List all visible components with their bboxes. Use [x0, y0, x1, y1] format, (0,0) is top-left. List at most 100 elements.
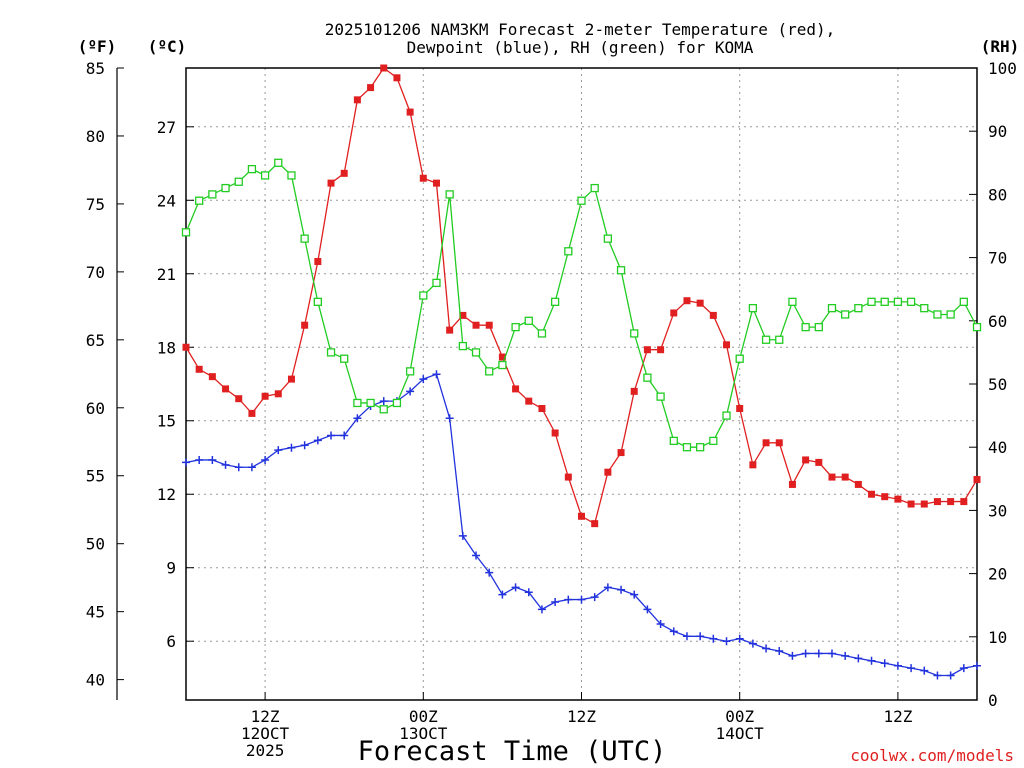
- dewpoint-point: [814, 649, 823, 658]
- dewpoint-point: [485, 568, 494, 577]
- 2-meter-temperature-point: [195, 365, 203, 373]
- rh-point: [867, 297, 876, 306]
- dewpoint-point: [551, 598, 560, 607]
- dewpoint-point: [946, 671, 955, 680]
- rh-point: [893, 297, 903, 306]
- celsius-tick-label: 21: [157, 265, 176, 284]
- rh-point: [748, 304, 758, 313]
- celsius-tick-label: 12: [157, 485, 176, 504]
- rh-point: [247, 164, 257, 174]
- unit-rh-label: (RH): [981, 37, 1020, 56]
- 2-meter-temperature-point: [591, 520, 599, 528]
- x-axis-label: Forecast Time (UTC): [358, 736, 667, 767]
- 2-meter-temperature-point: [854, 480, 862, 488]
- 2-meter-temperature-point: [551, 429, 559, 437]
- dewpoint-point: [287, 443, 296, 452]
- x-tick-label: 14OCT: [716, 724, 765, 743]
- fahrenheit-tick-label: 55: [86, 467, 105, 486]
- fahrenheit-tick-label: 45: [86, 603, 105, 622]
- 2-meter-temperature-point: [670, 309, 678, 317]
- dewpoint-point: [247, 463, 256, 472]
- 2-meter-temperature-point: [314, 258, 322, 266]
- series-2-meter-temperature: [182, 64, 981, 528]
- celsius-tick-label: 24: [157, 191, 176, 210]
- dewpoint-point: [893, 661, 902, 670]
- x-tick-label: 12Z: [883, 707, 912, 726]
- 2-meter-temperature-point: [657, 346, 665, 354]
- rh-tick-label: 20: [988, 565, 1007, 584]
- 2-meter-temperature-point: [525, 397, 533, 405]
- rh-point: [221, 183, 230, 193]
- 2-meter-temperature-point: [828, 473, 836, 481]
- rh-point: [722, 411, 731, 420]
- dewpoint-point: [617, 585, 626, 594]
- rh-point: [458, 341, 468, 351]
- 2-meter-temperature-point: [327, 179, 335, 187]
- 2-meter-temperature-point: [578, 512, 585, 520]
- fahrenheit-tick-label: 65: [86, 331, 105, 350]
- rh-tick-label: 100: [988, 59, 1017, 78]
- x-tick-label: 12Z: [251, 707, 280, 726]
- rh-point: [775, 335, 784, 344]
- rh-point: [656, 392, 665, 401]
- 2-meter-temperature-point: [749, 461, 757, 469]
- 2-meter-temperature-point: [432, 179, 440, 187]
- dewpoint-point: [933, 671, 942, 680]
- fahrenheit-tick-label: 80: [86, 127, 105, 146]
- rh-point: [814, 322, 823, 332]
- rh-tick-label: 80: [988, 185, 1007, 204]
- dewpoint-point: [735, 634, 744, 643]
- 2-meter-temperature-point: [947, 498, 955, 506]
- rh-point: [788, 297, 797, 306]
- rh-axis: 0 10 20 30 40 50 60 70 80 90 100: [969, 59, 1017, 710]
- dewpoint-point: [419, 375, 428, 384]
- title-line-1: 2025101206 NAM3KM Forecast 2-meter Tempe…: [325, 20, 836, 39]
- dewpoint-point: [577, 595, 586, 604]
- dewpoint-point: [643, 605, 652, 614]
- rh-point: [234, 177, 243, 186]
- rh-point: [340, 354, 349, 363]
- dewpoint-point: [313, 436, 322, 445]
- 2-meter-temperature-point: [235, 395, 243, 403]
- 2-meter-temperature-point: [762, 439, 770, 447]
- x-tick-label: 00Z: [409, 707, 438, 726]
- dewpoint-point: [261, 455, 270, 464]
- rh-point: [735, 354, 744, 363]
- rh-point: [471, 348, 481, 357]
- dewpoint-point: [340, 431, 349, 440]
- 2-meter-temperature-point: [208, 373, 216, 381]
- dewpoint-point: [274, 446, 283, 455]
- 2-meter-temperature-point: [604, 468, 612, 476]
- rh-point: [260, 171, 270, 180]
- dewpoint-point: [801, 649, 810, 658]
- rh-point: [353, 398, 362, 408]
- rh-point: [392, 398, 402, 408]
- rh-point: [498, 360, 507, 370]
- celsius-tick-label: 18: [157, 338, 176, 357]
- 2-meter-temperature-point: [802, 456, 810, 464]
- rh-point: [906, 297, 916, 306]
- rh-tick-label: 30: [988, 501, 1007, 520]
- rh-point: [682, 443, 692, 452]
- credit-text: coolwx.com/models: [850, 746, 1014, 765]
- rh-point: [959, 297, 968, 306]
- dewpoint-point: [445, 414, 454, 423]
- celsius-tick-label: 27: [157, 118, 176, 137]
- rh-point: [854, 304, 863, 313]
- 2-meter-temperature-point: [736, 404, 744, 412]
- rh-point: [616, 266, 626, 275]
- 2-meter-temperature-point: [538, 404, 546, 412]
- dewpoint-point: [722, 637, 731, 646]
- 2-meter-temperature-point: [920, 500, 928, 508]
- 2-meter-temperature-point: [287, 375, 295, 383]
- dewpoint-point: [234, 463, 243, 472]
- rh-tick-label: 90: [988, 122, 1007, 141]
- dewpoint-point: [221, 460, 230, 469]
- dewpoint-point: [353, 414, 362, 423]
- dewpoint-point: [630, 590, 639, 599]
- 2-meter-temperature-point: [775, 439, 783, 447]
- dewpoint-point: [880, 659, 889, 668]
- dewpoint-point: [656, 620, 665, 629]
- celsius-tick-label: 15: [157, 412, 176, 431]
